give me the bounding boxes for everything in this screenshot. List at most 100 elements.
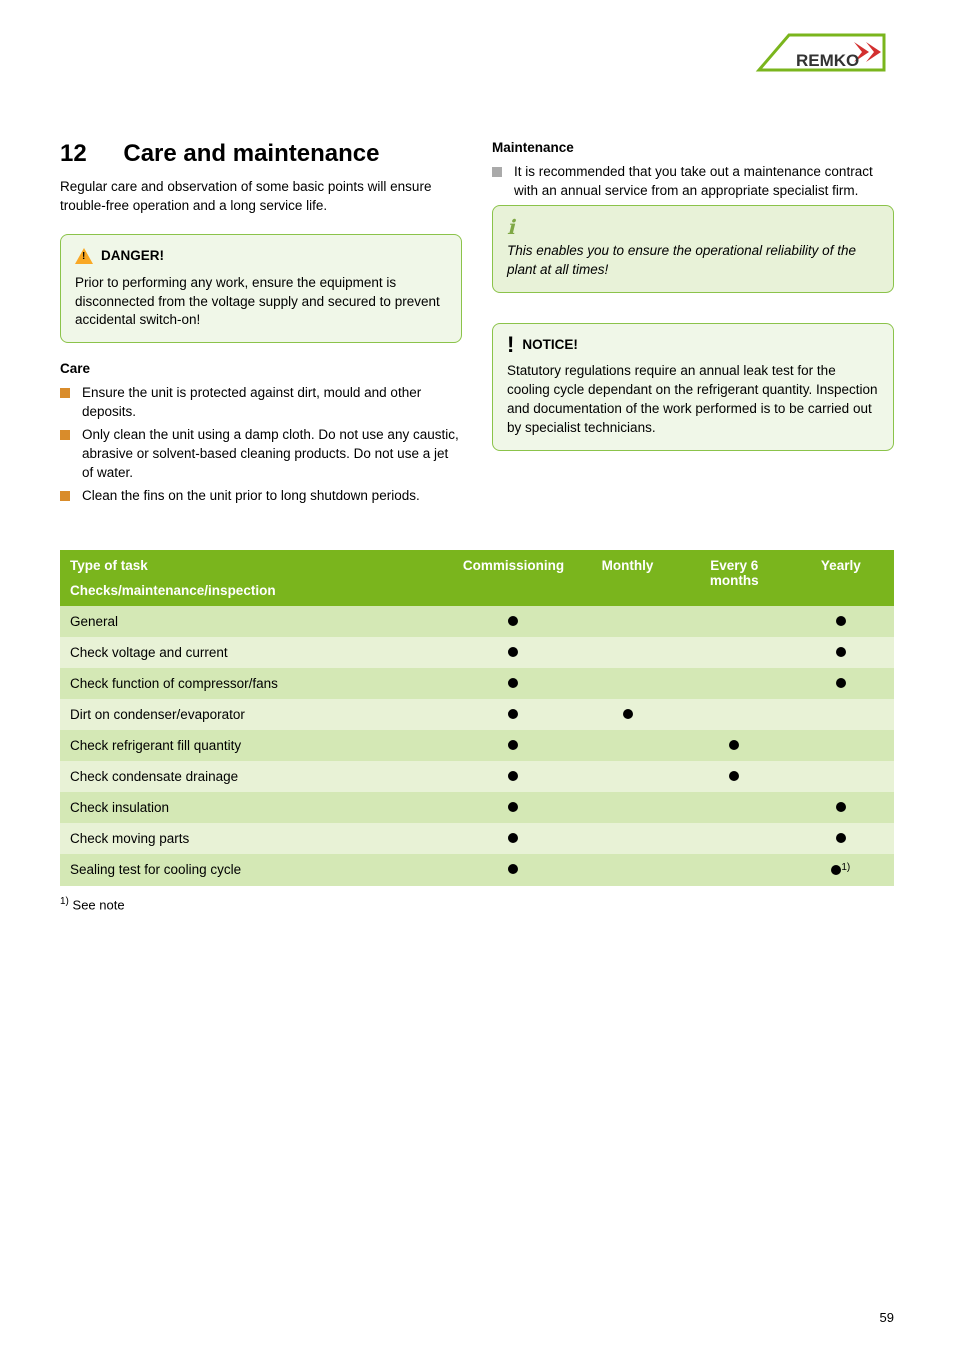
col-task-sub: Checks/maintenance/inspection: [70, 583, 443, 598]
yearly-cell: [788, 637, 894, 668]
table-row: Dirt on condenser/evaporator: [60, 699, 894, 730]
care-heading: Care: [60, 361, 462, 376]
dot-icon: [836, 833, 846, 843]
monthly-cell: [574, 699, 681, 730]
monthly-cell: [574, 854, 681, 887]
list-item: Clean the fins on the unit prior to long…: [60, 487, 462, 506]
list-item: It is recommended that you take out a ma…: [492, 163, 894, 201]
commissioning-cell: [453, 668, 574, 699]
chapter-title: Care and maintenance: [123, 140, 379, 167]
yearly-cell: [788, 792, 894, 823]
task-cell: Check insulation: [60, 792, 453, 823]
col-task: Type of task Checks/maintenance/inspecti…: [60, 550, 453, 606]
care-list: Ensure the unit is protected against dir…: [60, 384, 462, 505]
danger-header: DANGER!: [75, 247, 447, 266]
left-column: 12 Care and maintenance Regular care and…: [60, 140, 462, 510]
every6-cell: [681, 668, 788, 699]
task-cell: Dirt on condenser/evaporator: [60, 699, 453, 730]
dot-icon: [729, 740, 739, 750]
every6-cell: [681, 699, 788, 730]
every6-cell: [681, 730, 788, 761]
commissioning-cell: [453, 761, 574, 792]
task-cell: Check condensate drainage: [60, 761, 453, 792]
table-row: Check function of compressor/fans: [60, 668, 894, 699]
list-item: Only clean the unit using a damp cloth. …: [60, 426, 462, 483]
danger-body: Prior to performing any work, ensure the…: [75, 274, 447, 331]
maintenance-table: Type of task Checks/maintenance/inspecti…: [60, 550, 894, 887]
maintenance-heading: Maintenance: [492, 140, 894, 155]
content-columns: 12 Care and maintenance Regular care and…: [60, 140, 894, 510]
task-cell: Sealing test for cooling cycle: [60, 854, 453, 887]
every6-cell: [681, 761, 788, 792]
footnote-text: See note: [73, 898, 125, 913]
dot-icon: [508, 802, 518, 812]
warning-triangle-icon: [75, 248, 93, 264]
dot-icon: [623, 709, 633, 719]
commissioning-cell: [453, 854, 574, 887]
commissioning-cell: [453, 823, 574, 854]
dot-icon: [831, 865, 841, 875]
yearly-cell: [788, 730, 894, 761]
info-callout: ℹ This enables you to ensure the operati…: [492, 205, 894, 293]
every6-cell: [681, 854, 788, 887]
dot-icon: [836, 678, 846, 688]
every6-cell: [681, 823, 788, 854]
dot-icon: [508, 740, 518, 750]
monthly-cell: [574, 761, 681, 792]
table-row: Check voltage and current: [60, 637, 894, 668]
table-row: Check moving parts: [60, 823, 894, 854]
col-monthly: Monthly: [574, 550, 681, 606]
table-row: Check condensate drainage: [60, 761, 894, 792]
dot-icon: [508, 616, 518, 626]
chapter-heading: 12 Care and maintenance: [60, 140, 462, 168]
table-row: Check insulation: [60, 792, 894, 823]
commissioning-cell: [453, 730, 574, 761]
page-number: 59: [880, 1310, 894, 1325]
chapter-number: 12: [60, 140, 87, 168]
table-row: General: [60, 606, 894, 637]
table-footnote: 1) See note: [60, 896, 894, 912]
table-row: Sealing test for cooling cycle 1): [60, 854, 894, 887]
danger-callout: DANGER! Prior to performing any work, en…: [60, 234, 462, 344]
col-task-top: Type of task: [70, 558, 148, 573]
danger-label: DANGER!: [101, 247, 164, 266]
logo-text: REMKO: [796, 51, 859, 70]
dot-icon: [836, 616, 846, 626]
dot-icon: [508, 833, 518, 843]
footnote-marker: 1): [60, 896, 69, 907]
commissioning-cell: [453, 699, 574, 730]
notice-label: NOTICE!: [522, 336, 578, 355]
every6-cell: [681, 606, 788, 637]
yearly-cell: 1): [788, 854, 894, 887]
notice-header: ! NOTICE!: [507, 336, 879, 355]
monthly-cell: [574, 792, 681, 823]
dot-icon: [508, 771, 518, 781]
maintenance-list: It is recommended that you take out a ma…: [492, 163, 894, 201]
monthly-cell: [574, 637, 681, 668]
brand-logo: REMKO: [754, 30, 894, 75]
commissioning-cell: [453, 637, 574, 668]
col-commissioning: Commissioning: [453, 550, 574, 606]
list-item: Ensure the unit is protected against dir…: [60, 384, 462, 422]
commissioning-cell: [453, 792, 574, 823]
yearly-note-marker: 1): [841, 862, 850, 873]
dot-icon: [729, 771, 739, 781]
dot-icon: [836, 802, 846, 812]
yearly-cell: [788, 761, 894, 792]
col-every6: Every 6 months: [681, 550, 788, 606]
dot-icon: [508, 678, 518, 688]
dot-icon: [508, 709, 518, 719]
monthly-cell: [574, 668, 681, 699]
table-body: GeneralCheck voltage and currentCheck fu…: [60, 606, 894, 887]
monthly-cell: [574, 730, 681, 761]
col-yearly: Yearly: [788, 550, 894, 606]
task-cell: Check refrigerant fill quantity: [60, 730, 453, 761]
info-icon: ℹ: [507, 218, 523, 238]
task-cell: Check moving parts: [60, 823, 453, 854]
yearly-cell: [788, 606, 894, 637]
commissioning-cell: [453, 606, 574, 637]
task-cell: Check voltage and current: [60, 637, 453, 668]
task-cell: Check function of compressor/fans: [60, 668, 453, 699]
yearly-cell: [788, 823, 894, 854]
yearly-cell: [788, 668, 894, 699]
